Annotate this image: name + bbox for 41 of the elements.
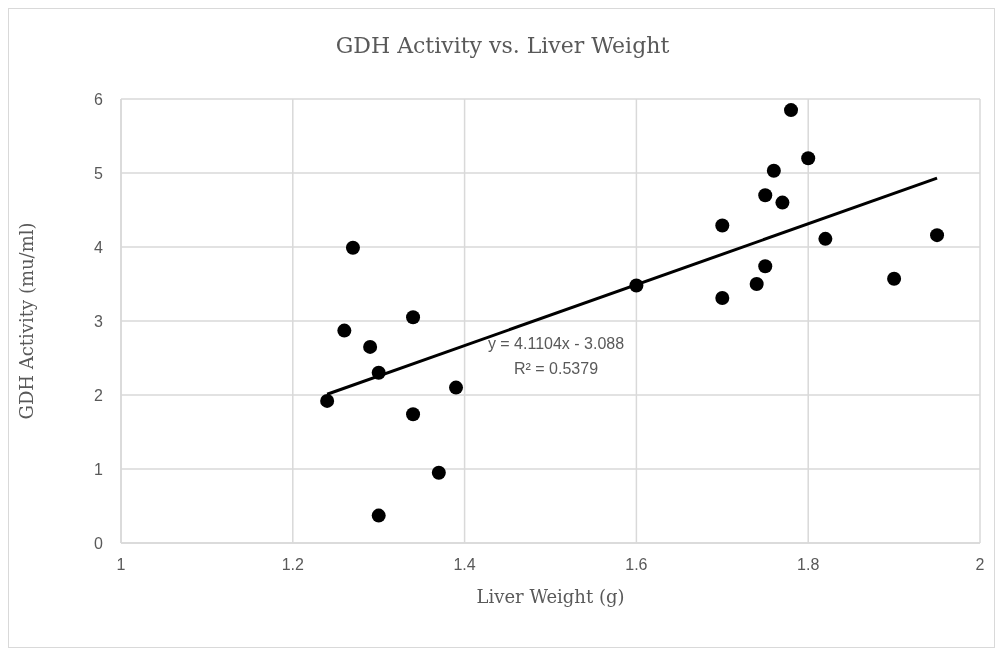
y-tick-label: 4 <box>94 238 104 256</box>
y-tick-label: 5 <box>94 164 104 182</box>
point <box>749 277 764 291</box>
point <box>406 310 421 325</box>
y-tick-label: 0 <box>94 534 104 552</box>
point <box>784 103 799 118</box>
point <box>431 465 446 480</box>
x-tick-label: 1.8 <box>797 556 820 574</box>
x-tick-label: 1.4 <box>453 556 476 574</box>
point <box>629 278 644 293</box>
point <box>449 380 464 395</box>
point <box>371 508 386 523</box>
y-tick-label: 2 <box>94 386 104 404</box>
point <box>758 188 773 203</box>
x-tick-label: 2 <box>975 556 985 574</box>
x-tick-label: 1.2 <box>281 556 305 574</box>
point <box>320 393 335 408</box>
point <box>758 259 773 274</box>
point <box>818 231 833 246</box>
y-axis-title: GDH Activity (mu/ml) <box>16 222 38 420</box>
y-tick-label: 1 <box>94 460 104 478</box>
point <box>363 339 378 354</box>
point <box>406 407 421 422</box>
y-tick-label: 6 <box>94 90 104 108</box>
x-tick-label: 1.6 <box>625 556 648 574</box>
x-tick-label: 1 <box>116 556 126 574</box>
point <box>887 271 902 286</box>
point <box>715 291 730 306</box>
annotation: R² = 0.5379 <box>512 360 600 378</box>
point <box>766 163 781 178</box>
point <box>337 323 352 338</box>
x-axis-title: Liver Weight (g) <box>476 586 625 607</box>
point <box>371 365 386 380</box>
point <box>345 240 360 255</box>
y-tick-label: 3 <box>94 312 104 330</box>
annotation: y = 4.1104x - 3.088 <box>486 335 626 353</box>
point <box>775 195 790 210</box>
point <box>715 218 730 233</box>
point <box>930 228 945 243</box>
chart-title: GDH Activity vs. Liver Weight <box>334 33 671 58</box>
point <box>801 151 816 166</box>
